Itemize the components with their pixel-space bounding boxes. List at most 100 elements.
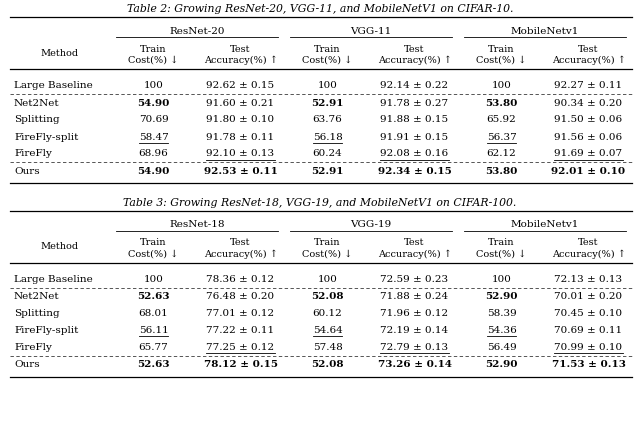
Text: Test: Test: [579, 239, 599, 247]
Text: Train: Train: [314, 44, 340, 53]
Text: FireFly: FireFly: [14, 150, 52, 158]
Text: Ours: Ours: [14, 166, 40, 175]
Text: 72.79 ± 0.13: 72.79 ± 0.13: [380, 344, 449, 352]
Text: Cost(%) ↓: Cost(%) ↓: [129, 249, 179, 259]
Text: 70.69 ± 0.11: 70.69 ± 0.11: [554, 326, 623, 336]
Text: 91.56 ± 0.06: 91.56 ± 0.06: [554, 133, 623, 142]
Text: ResNet-18: ResNet-18: [169, 220, 225, 230]
Text: 68.96: 68.96: [139, 150, 168, 158]
Text: 76.48 ± 0.20: 76.48 ± 0.20: [207, 292, 275, 301]
Text: 53.80: 53.80: [485, 166, 518, 175]
Text: 71.88 ± 0.24: 71.88 ± 0.24: [380, 292, 449, 301]
Text: 92.34 ± 0.15: 92.34 ± 0.15: [378, 166, 451, 175]
Text: 52.63: 52.63: [137, 292, 170, 301]
Text: 91.60 ± 0.21: 91.60 ± 0.21: [207, 98, 275, 108]
Text: 100: 100: [492, 81, 511, 90]
Text: Test: Test: [230, 44, 251, 53]
Text: 56.49: 56.49: [486, 344, 516, 352]
Text: 68.01: 68.01: [139, 309, 168, 319]
Text: MobileNetv1: MobileNetv1: [511, 27, 579, 36]
Text: Table 3: Growing ResNet-18, VGG-19, and MobileNetV1 on CIFAR-100.: Table 3: Growing ResNet-18, VGG-19, and …: [124, 198, 516, 208]
Text: 91.78 ± 0.27: 91.78 ± 0.27: [380, 98, 449, 108]
Text: 71.96 ± 0.12: 71.96 ± 0.12: [380, 309, 449, 319]
Text: Large Baseline: Large Baseline: [14, 275, 93, 284]
Text: 92.27 ± 0.11: 92.27 ± 0.11: [554, 81, 623, 90]
Text: Cost(%) ↓: Cost(%) ↓: [476, 56, 527, 65]
Text: FireFly-split: FireFly-split: [14, 133, 78, 142]
Text: Cost(%) ↓: Cost(%) ↓: [129, 56, 179, 65]
Text: 53.80: 53.80: [485, 98, 518, 108]
Text: 91.88 ± 0.15: 91.88 ± 0.15: [380, 116, 449, 125]
Text: 91.80 ± 0.10: 91.80 ± 0.10: [207, 116, 275, 125]
Text: 52.91: 52.91: [311, 98, 344, 108]
Text: Cost(%) ↓: Cost(%) ↓: [302, 56, 353, 65]
Text: Test: Test: [579, 44, 599, 53]
Text: 92.08 ± 0.16: 92.08 ± 0.16: [380, 150, 449, 158]
Text: Large Baseline: Large Baseline: [14, 81, 93, 90]
Text: 72.13 ± 0.13: 72.13 ± 0.13: [554, 275, 623, 284]
Text: 77.22 ± 0.11: 77.22 ± 0.11: [207, 326, 275, 336]
Text: Accuracy(%) ↑: Accuracy(%) ↑: [552, 249, 625, 259]
Text: 54.64: 54.64: [312, 326, 342, 336]
Text: 52.08: 52.08: [311, 292, 344, 301]
Text: Ours: Ours: [14, 360, 40, 369]
Text: 72.59 ± 0.23: 72.59 ± 0.23: [380, 275, 449, 284]
Text: 78.12 ± 0.15: 78.12 ± 0.15: [204, 360, 278, 369]
Text: 70.69: 70.69: [139, 116, 168, 125]
Text: 56.11: 56.11: [139, 326, 168, 336]
Text: MobileNetv1: MobileNetv1: [511, 220, 579, 230]
Text: Accuracy(%) ↑: Accuracy(%) ↑: [552, 55, 625, 65]
Text: FireFly: FireFly: [14, 344, 52, 352]
Text: Net2Net: Net2Net: [14, 98, 60, 108]
Text: 92.01 ± 0.10: 92.01 ± 0.10: [552, 166, 625, 175]
Text: VGG-19: VGG-19: [350, 220, 392, 230]
Text: 77.25 ± 0.12: 77.25 ± 0.12: [207, 344, 275, 352]
Text: Test: Test: [404, 239, 425, 247]
Text: 77.01 ± 0.12: 77.01 ± 0.12: [207, 309, 275, 319]
Text: Cost(%) ↓: Cost(%) ↓: [476, 249, 527, 259]
Text: 52.90: 52.90: [485, 292, 518, 301]
Text: FireFly-split: FireFly-split: [14, 326, 78, 336]
Text: 72.19 ± 0.14: 72.19 ± 0.14: [380, 326, 449, 336]
Text: Method: Method: [41, 49, 79, 57]
Text: Train: Train: [488, 239, 515, 247]
Text: 56.18: 56.18: [312, 133, 342, 142]
Text: 71.53 ± 0.13: 71.53 ± 0.13: [552, 360, 625, 369]
Text: Accuracy(%) ↑: Accuracy(%) ↑: [204, 55, 277, 65]
Text: 100: 100: [317, 275, 337, 284]
Text: Method: Method: [41, 243, 79, 251]
Text: Accuracy(%) ↑: Accuracy(%) ↑: [378, 249, 451, 259]
Text: Test: Test: [230, 239, 251, 247]
Text: 91.91 ± 0.15: 91.91 ± 0.15: [380, 133, 449, 142]
Text: 58.39: 58.39: [486, 309, 516, 319]
Text: 100: 100: [143, 275, 163, 284]
Text: 70.45 ± 0.10: 70.45 ± 0.10: [554, 309, 623, 319]
Text: Test: Test: [404, 44, 425, 53]
Text: 54.36: 54.36: [486, 326, 516, 336]
Text: 91.78 ± 0.11: 91.78 ± 0.11: [207, 133, 275, 142]
Text: Splitting: Splitting: [14, 116, 60, 125]
Text: 52.08: 52.08: [311, 360, 344, 369]
Text: 60.24: 60.24: [312, 150, 342, 158]
Text: 60.12: 60.12: [312, 309, 342, 319]
Text: 65.92: 65.92: [486, 116, 516, 125]
Text: 92.14 ± 0.22: 92.14 ± 0.22: [380, 81, 449, 90]
Text: 52.91: 52.91: [311, 166, 344, 175]
Text: 92.62 ± 0.15: 92.62 ± 0.15: [207, 81, 275, 90]
Text: 56.37: 56.37: [486, 133, 516, 142]
Text: 91.69 ± 0.07: 91.69 ± 0.07: [554, 150, 623, 158]
Text: 92.10 ± 0.13: 92.10 ± 0.13: [207, 150, 275, 158]
Text: 70.99 ± 0.10: 70.99 ± 0.10: [554, 344, 623, 352]
Text: Train: Train: [488, 44, 515, 53]
Text: 63.76: 63.76: [312, 116, 342, 125]
Text: 70.01 ± 0.20: 70.01 ± 0.20: [554, 292, 623, 301]
Text: Table 2: Growing ResNet-20, VGG-11, and MobileNetV1 on CIFAR-10.: Table 2: Growing ResNet-20, VGG-11, and …: [127, 4, 513, 14]
Text: 91.50 ± 0.06: 91.50 ± 0.06: [554, 116, 623, 125]
Text: Train: Train: [314, 239, 340, 247]
Text: 100: 100: [317, 81, 337, 90]
Text: VGG-11: VGG-11: [350, 27, 392, 36]
Text: 100: 100: [492, 275, 511, 284]
Text: 90.34 ± 0.20: 90.34 ± 0.20: [554, 98, 623, 108]
Text: 54.90: 54.90: [138, 166, 170, 175]
Text: Splitting: Splitting: [14, 309, 60, 319]
